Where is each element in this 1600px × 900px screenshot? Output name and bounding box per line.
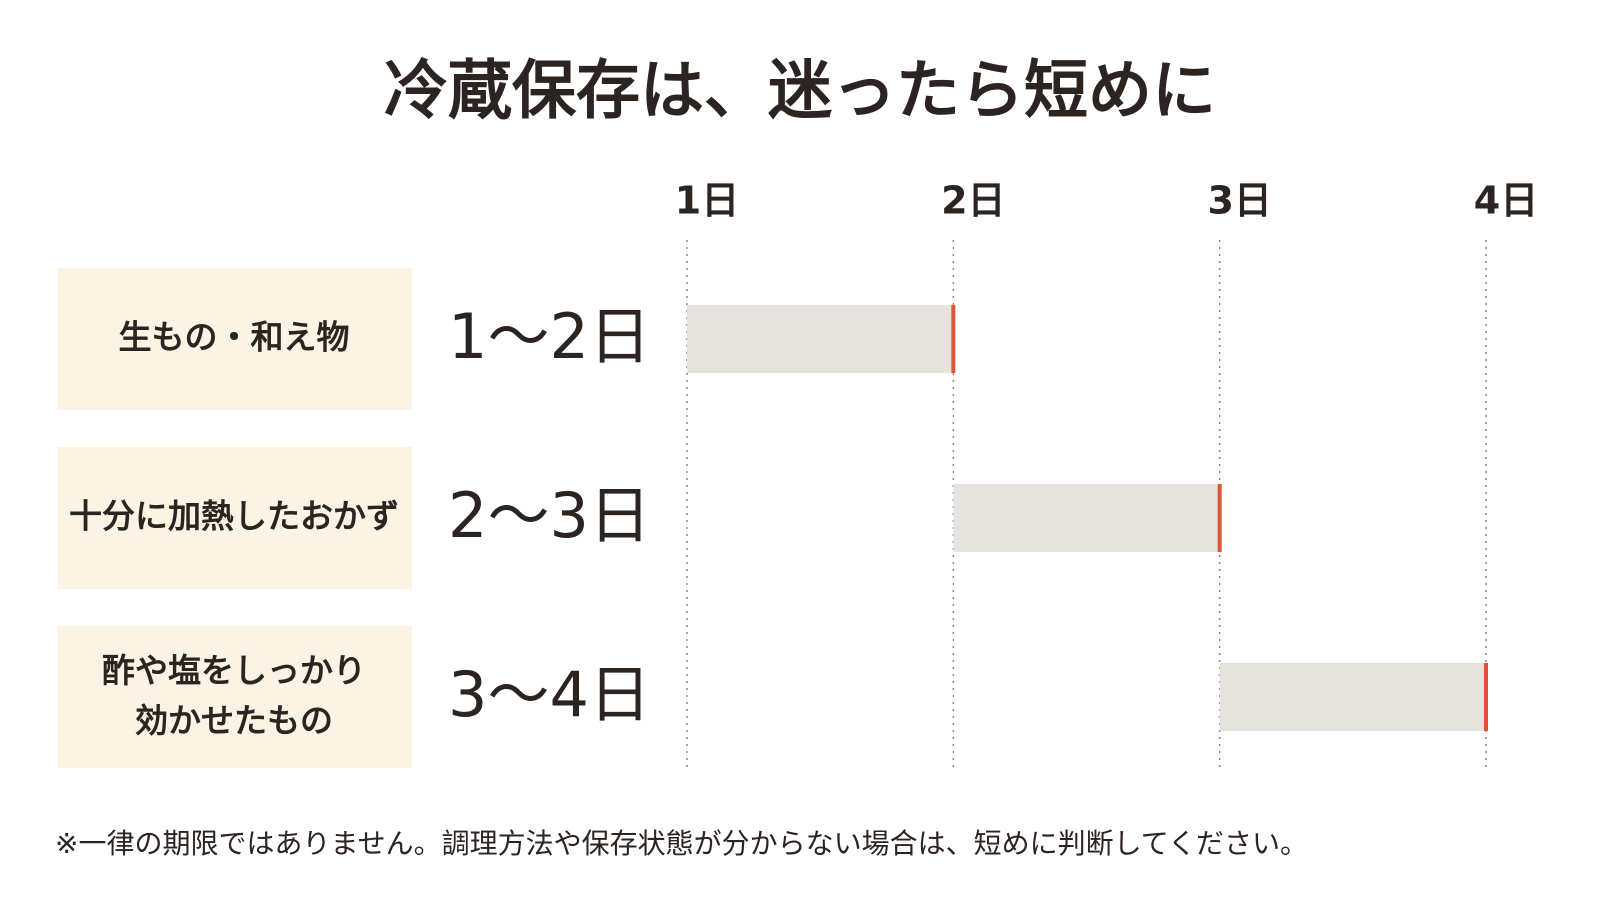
- chart-title: 冷蔵保存は、迷ったら短めに: [384, 55, 1216, 129]
- bar: [953, 484, 1220, 552]
- range-label: 2〜3日: [448, 479, 651, 552]
- bar-end: [1217, 484, 1222, 552]
- label-box: [57, 268, 412, 410]
- bar-end: [951, 305, 956, 373]
- bar-end: [1484, 663, 1488, 731]
- label-box: [57, 447, 412, 589]
- x-tick-label: 4日: [1474, 179, 1538, 223]
- range-label: 3〜4日: [448, 658, 651, 731]
- x-tick-label: 1日: [675, 179, 739, 223]
- x-tick-label: 3日: [1207, 179, 1271, 223]
- bar: [687, 305, 954, 373]
- range-label: 1〜2日: [448, 300, 651, 373]
- category-label: 生もの・和え物: [119, 318, 350, 357]
- label-box: [57, 626, 412, 768]
- x-tick-label: 2日: [941, 179, 1005, 223]
- category-label: 十分に加熱したおかず: [69, 497, 399, 536]
- bar: [1219, 663, 1486, 731]
- category-label: 酢や塩をしっかり効かせたもの: [102, 651, 366, 740]
- footnote: ※一律の期限ではありません。調理方法や保存状態が分からない場合は、短めに判断して…: [55, 827, 1308, 860]
